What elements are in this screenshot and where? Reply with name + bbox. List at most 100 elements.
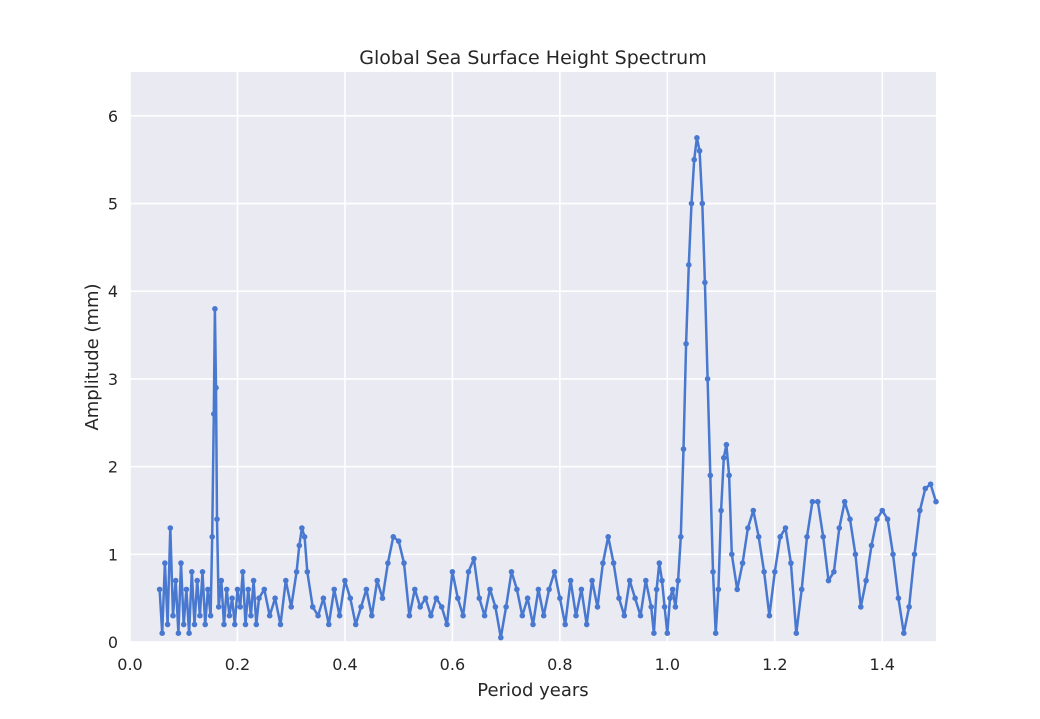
data-point (476, 595, 483, 601)
y-tick-label: 4 (108, 282, 118, 301)
data-point (401, 560, 407, 566)
data-point (557, 595, 563, 601)
data-point (167, 525, 174, 531)
data-point (207, 612, 214, 619)
data-point (847, 516, 853, 522)
data-point (688, 200, 695, 207)
data-point (293, 569, 300, 575)
data-point (540, 612, 547, 619)
data-point (288, 604, 295, 610)
data-point (164, 621, 171, 628)
data-point (637, 612, 644, 619)
data-point (283, 577, 289, 584)
data-point (678, 534, 684, 540)
data-point (261, 586, 268, 593)
data-point (815, 498, 821, 505)
data-point (643, 577, 649, 584)
data-point (266, 612, 273, 619)
data-point (358, 604, 364, 610)
data-point (248, 612, 254, 619)
data-point (594, 604, 601, 610)
data-point (884, 516, 891, 522)
y-tick-labels: 0 1 2 3 4 5 6 (108, 107, 118, 652)
data-point (600, 560, 606, 566)
data-point (573, 612, 579, 619)
data-point (702, 279, 708, 286)
data-point (197, 612, 203, 619)
data-point (412, 586, 418, 593)
data-point (686, 262, 692, 268)
data-point (874, 516, 880, 522)
data-point (755, 534, 762, 540)
data-point (296, 542, 303, 549)
data-point (669, 586, 676, 593)
data-point (159, 630, 165, 636)
data-point (777, 534, 783, 540)
data-point (578, 586, 585, 593)
data-point (189, 569, 195, 575)
data-point (675, 577, 681, 584)
y-tick-label: 1 (108, 545, 118, 564)
data-point (250, 577, 257, 584)
data-point (211, 411, 217, 417)
data-point (272, 595, 278, 601)
data-point (226, 612, 233, 619)
data-point (718, 507, 724, 514)
x-tick-label: 0.0 (117, 655, 142, 674)
data-point (183, 586, 190, 593)
data-point (661, 604, 668, 610)
data-point (237, 604, 243, 610)
data-point (214, 516, 220, 522)
series-line (158, 136, 938, 639)
data-point (460, 612, 466, 619)
data-point (704, 376, 711, 382)
data-point (156, 586, 163, 593)
data-point (245, 586, 251, 593)
data-point (331, 586, 338, 593)
data-point (836, 525, 843, 531)
data-point (229, 595, 235, 601)
data-point (209, 534, 215, 540)
data-point (841, 498, 848, 505)
y-axis-label: Amplitude (mm) (82, 283, 103, 430)
data-point (256, 595, 262, 601)
data-point (715, 586, 722, 593)
data-point (659, 577, 665, 584)
data-point (455, 595, 461, 601)
data-point (621, 612, 628, 619)
x-tick-label: 0.8 (547, 655, 572, 674)
data-point (191, 621, 198, 628)
x-axis-label: Period years (477, 680, 588, 701)
data-point (804, 534, 810, 540)
data-point (205, 586, 211, 593)
data-point (449, 569, 456, 575)
data-point (890, 551, 896, 558)
data-point (788, 560, 794, 566)
x-tick-label: 1.2 (762, 655, 787, 674)
data-point (761, 569, 767, 575)
data-point (299, 525, 305, 531)
data-point (487, 586, 493, 593)
data-point (175, 630, 182, 636)
data-point (772, 569, 778, 575)
data-point (696, 148, 703, 154)
data-point (567, 577, 574, 584)
data-point (406, 612, 413, 619)
data-point (221, 621, 227, 628)
data-point (180, 621, 187, 628)
data-point (320, 595, 327, 601)
data-point (831, 569, 837, 575)
data-point (651, 630, 657, 636)
data-point (868, 542, 875, 549)
data-point (927, 481, 934, 488)
data-point (519, 612, 526, 619)
data-point (739, 560, 746, 566)
x-tick-labels: 0.0 0.2 0.4 0.6 0.8 1.0 1.2 1.4 (117, 655, 895, 674)
data-point (721, 455, 727, 461)
data-point (301, 534, 308, 540)
data-point (253, 621, 260, 628)
data-point (879, 507, 886, 514)
data-point (213, 384, 219, 391)
data-point (683, 341, 689, 347)
